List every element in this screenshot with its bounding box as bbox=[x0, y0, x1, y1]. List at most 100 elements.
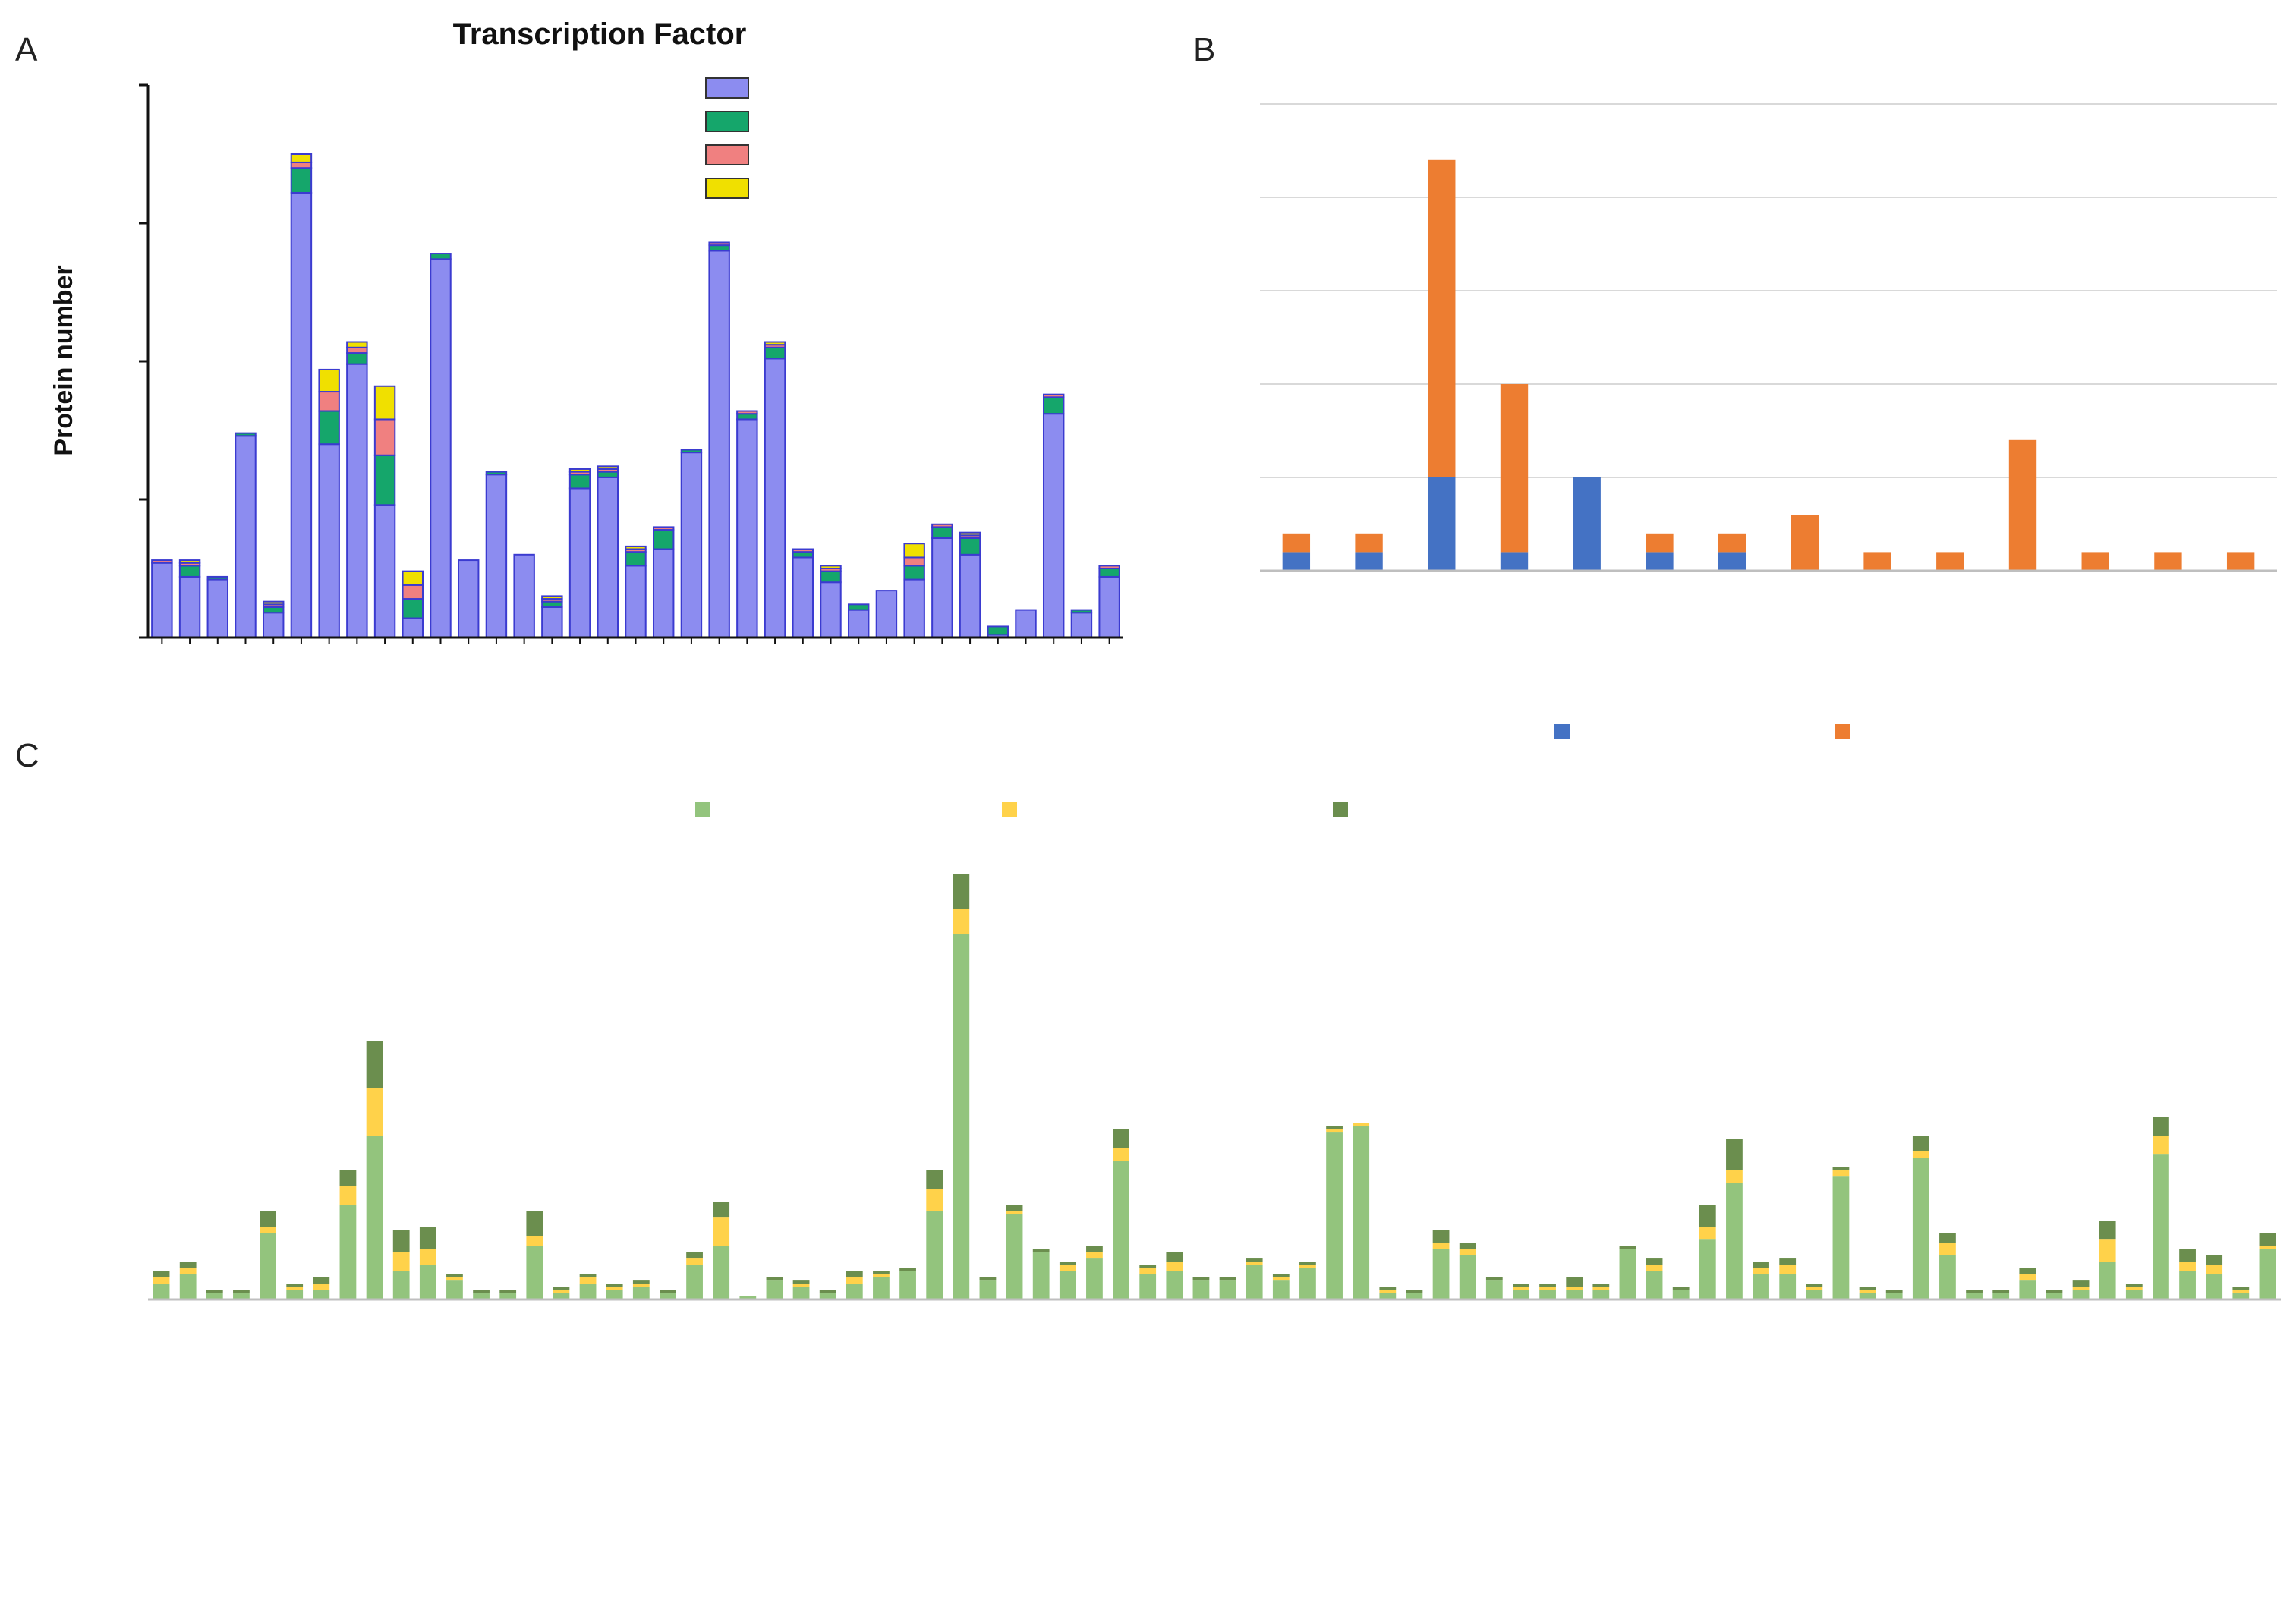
bar-cmgc-mapk-proteins-in-phosphoproteome bbox=[713, 1202, 730, 1218]
bar-myb-proteome bbox=[708, 244, 730, 252]
bar-tkl-pi-6-proteins-in-dataset bbox=[2206, 1274, 2223, 1299]
bar-agc-rsk-2-proteins-in-proteome bbox=[260, 1227, 276, 1233]
legend-swatch-phosphoproteome bbox=[1554, 724, 1570, 739]
bar-camk-cdpk-proteins-in-proteome bbox=[366, 1088, 383, 1136]
bar-itp-proteome bbox=[1282, 533, 1311, 553]
panel-b-label: B bbox=[1193, 31, 1215, 68]
bar-tkl-pi-4-proteins-in-dataset bbox=[2153, 1154, 2169, 1299]
bar-group-pi-3-proteins-in-dataset bbox=[792, 1287, 810, 1299]
bar-cmgc-cdk-cdk7-proteins-in-phosphoproteome bbox=[499, 1290, 517, 1293]
bar-camk-ampk-proteins-in-phosphoproteome bbox=[313, 1277, 330, 1284]
bar-cmgc-cdk-crk7-cdk9-proteins-in-phosphoproteome bbox=[526, 1211, 543, 1236]
bar-cmgc-cdk-pi-proteins-in-dataset bbox=[579, 1284, 597, 1299]
panel-a-title: Transcription Factor bbox=[453, 17, 747, 51]
bar-rlk-pelle-lrr-vi-2-proteins-in-phosphoproteome bbox=[1219, 1277, 1236, 1281]
bar-tcp-proteome bbox=[931, 526, 953, 539]
bar-rlk-pelle-rlck-v-proteins-in-phosphoproteome bbox=[1646, 1258, 1663, 1265]
bar-rlk-pelle-lrr-i-1-proteins-in-proteome bbox=[1059, 1265, 1076, 1271]
bar-rlk-pelle-rkf3-proteins-in-dataset bbox=[1513, 1290, 1529, 1299]
bar-rlk-pelle-l-lec-proteins-in-phosphoproteome bbox=[1006, 1205, 1023, 1211]
bar-rlk-pelle-lrr-i-1-proteins-in-phosphoproteome bbox=[1059, 1262, 1076, 1265]
bar-rlk-pelle-rlck-viia-2-proteins-in-dataset bbox=[1726, 1183, 1743, 1299]
bar-hsf-planttfdb-database bbox=[625, 565, 647, 638]
bar-tale-proteome-phosphoproteome bbox=[903, 543, 925, 559]
bar-sbpase-proteome bbox=[1355, 533, 1383, 553]
bar-agc-pi-proteins-in-phosphoproteome bbox=[286, 1284, 304, 1287]
bar-tkl-pi-1-proteins-in-phosphoproteome bbox=[2125, 1284, 2143, 1287]
bar-agc-rsk-2-proteins-in-phosphoproteome bbox=[260, 1211, 276, 1227]
bar-arr-b-planttfdb-database bbox=[206, 578, 229, 638]
bar-rlk-pelle-rlck-ixb-proteins-in-phosphoproteome bbox=[1619, 1246, 1636, 1249]
bar-nf-yb-proteome bbox=[792, 551, 814, 559]
bar-rlk-pelle-rlck-xv-proteins-in-phosphoproteome bbox=[1806, 1284, 1823, 1287]
bar-rlk-pelle-rlck-ii-proteins-in-phosphoproteome bbox=[1539, 1284, 1556, 1287]
bar-cmgc-gsk-proteins-in-proteome bbox=[686, 1258, 703, 1265]
bar-rlk-pelle-lrr-ix-proteins-in-phosphoproteome bbox=[1139, 1265, 1157, 1268]
bar-rlk-pelle-lrr-xiiia-proteins-in-phosphoproteome bbox=[1379, 1287, 1397, 1290]
bar-rlk-pelle-dlsv-proteins-in-dataset bbox=[953, 934, 970, 1299]
bar-c3h-planttfdb-database bbox=[373, 504, 396, 639]
bar-wox-planttfdb-database bbox=[1015, 609, 1037, 638]
bar-agc-mast-proteins-in-dataset bbox=[153, 1284, 170, 1299]
bar-agc-ndr-proteins-in-dataset bbox=[179, 1274, 197, 1299]
bar-ste-ste11-proteins-in-proteome bbox=[1912, 1151, 1929, 1158]
bar-rlk-pelle-rlck-vi-proteins-in-phosphoproteome bbox=[1672, 1287, 1690, 1290]
bar-rlk-pelle-perk-1-proteins-in-proteome bbox=[1459, 1249, 1476, 1255]
bar-cmgc-ck2-proteins-in-dataset bbox=[606, 1290, 623, 1299]
bar-pp5-proteome bbox=[2081, 552, 2109, 571]
bar-agc-pi-proteins-in-dataset bbox=[286, 1290, 304, 1299]
bar-tkl-pi-4-proteins-in-proteome bbox=[2153, 1136, 2169, 1155]
bar-cmgc-cdk-pitslre-proteins-in-phosphoproteome bbox=[553, 1287, 570, 1290]
panel-a-label: A bbox=[15, 31, 38, 68]
bar-rlk-pelle-lrr-xiiia-proteins-in-dataset bbox=[1379, 1293, 1397, 1299]
bar-rlk-pelle-rlck-viii-proteins-in-phosphoproteome bbox=[1753, 1262, 1769, 1268]
bar-stpp-phosphoproteome bbox=[1428, 477, 1456, 571]
bar-bes1-proteome bbox=[262, 606, 285, 614]
bar-rlk-pelle-lrr-v-proteins-in-proteome bbox=[1166, 1262, 1183, 1271]
bar-rlk-pelle-lrr-viii-1-proteins-in-dataset bbox=[1246, 1265, 1263, 1299]
bar-rlk-pelle-rlck-ii-proteins-in-dataset bbox=[1539, 1290, 1556, 1299]
bar-wnk-nrbp-proteins-in-phosphoproteome bbox=[2259, 1233, 2276, 1246]
bar-rlk-pelle-rlck-viia-2-proteins-in-phosphoproteome bbox=[1726, 1139, 1743, 1170]
bar-ap2-phosphoproteome bbox=[151, 559, 173, 564]
bar-cmgc-dyrk-prp4-proteins-in-dataset bbox=[632, 1287, 650, 1299]
bar-rlk-pelle-lrk10l-2-proteins-in-dataset bbox=[1032, 1252, 1050, 1299]
bar-mikc-mads-proteome bbox=[652, 529, 675, 550]
bar-bhlh-proteome bbox=[290, 167, 313, 194]
bar-rlk-pelle-sd-2b-proteins-in-dataset bbox=[1832, 1176, 1850, 1299]
bar-rlk-pelle-perk-2-proteins-in-phosphoproteome bbox=[1485, 1277, 1503, 1281]
bar-rlk-pelle-rlck-xv-proteins-in-proteome bbox=[1806, 1287, 1823, 1290]
bar-ste-ste7-proteins-in-phosphoproteome bbox=[2019, 1268, 2036, 1274]
bar-rlk-pelle-lrr-i-1-proteins-in-dataset bbox=[1059, 1271, 1076, 1299]
bar-rlk-pelle-crrlk1l-1-proteins-in-proteome bbox=[926, 1189, 943, 1211]
bar-m-type-mads-proteome bbox=[680, 449, 703, 454]
bar-tkl-pi-1-proteins-in-proteome bbox=[2125, 1287, 2143, 1290]
bar-hd-zip-planttfdb-database bbox=[597, 476, 619, 638]
bar-rlk-pelle-lrr-xii-1-proteins-in-proteome bbox=[1353, 1123, 1370, 1126]
bar-myb-phosphoproteome bbox=[708, 241, 730, 247]
bar-ste-ste7-proteins-in-proteome bbox=[2019, 1274, 2036, 1281]
bar-bhlh-planttfdb-database bbox=[290, 191, 313, 638]
bar-tkl-ctr1-drk-2-proteins-in-dataset bbox=[2099, 1262, 2116, 1299]
bar-rlk-pelle-rlck-viii-proteins-in-dataset bbox=[1753, 1274, 1769, 1299]
bar-tlk-proteins-in-phosphoproteome bbox=[2232, 1287, 2250, 1290]
bar-cmgc-cdk-ccrk-proteins-in-phosphoproteome bbox=[473, 1290, 490, 1293]
bar-rlk-pelle-rkf3-proteins-in-phosphoproteome bbox=[1513, 1284, 1529, 1287]
bar-c2h2-phosphoproteome bbox=[346, 346, 368, 354]
bar-bzip-phosphoproteome bbox=[318, 391, 340, 412]
bar-rlk-pelle-lrr-xi-1-proteins-in-phosphoproteome bbox=[1326, 1126, 1343, 1129]
bar-agc-mast-proteins-in-proteome bbox=[153, 1277, 170, 1284]
bar-camk-cdpk-proteins-in-phosphoproteome bbox=[366, 1041, 383, 1088]
bar-rlk-pelle-lrr-xb-1-proteins-in-phosphoproteome bbox=[1299, 1262, 1316, 1265]
bar-rlk-pelle-rlck-iv-proteins-in-phosphoproteome bbox=[1566, 1277, 1583, 1287]
bar-gebp-planttfdb-database bbox=[541, 606, 563, 639]
bar-nak-proteins-in-proteome bbox=[846, 1277, 863, 1284]
bar-vttip-proteome bbox=[2226, 552, 2255, 571]
bar-c3h-phosphoproteome bbox=[373, 418, 396, 456]
bar-cmgc-mapk-proteins-in-dataset bbox=[713, 1246, 730, 1299]
panel-b-chart bbox=[1260, 103, 2277, 739]
bar-rlk-pelle-rlck-vi-proteins-in-dataset bbox=[1672, 1290, 1690, 1299]
bar-cmgc-dyrk-prp4-proteins-in-proteome bbox=[632, 1284, 650, 1287]
bar-zf-hd-phosphoproteome bbox=[1098, 565, 1120, 569]
